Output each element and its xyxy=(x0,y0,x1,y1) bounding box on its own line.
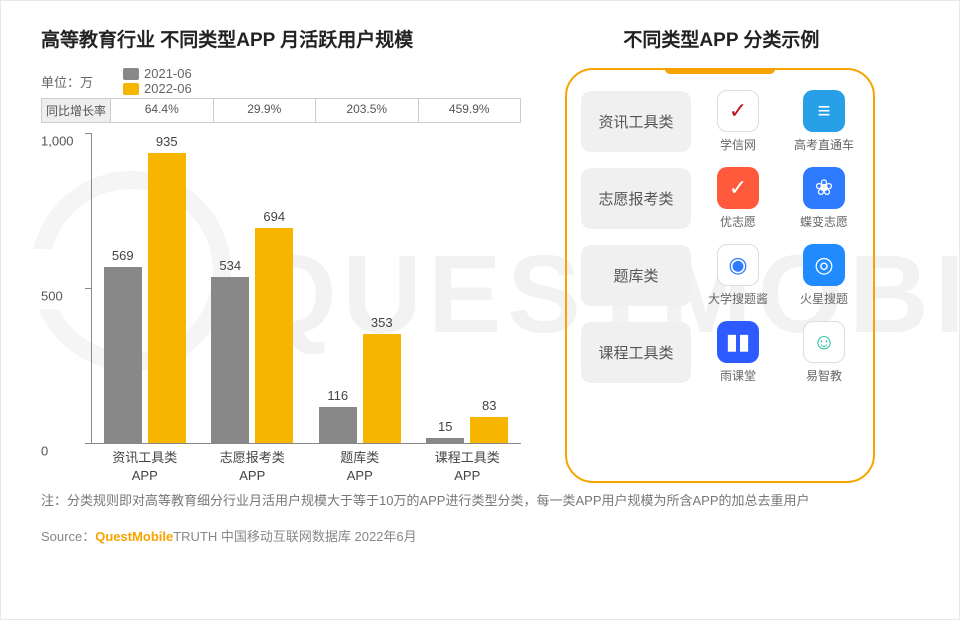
bar-chart: 0 500 1,000 569 935 资讯工具类APP 534 694 志愿报考类APP 11… xyxy=(41,123,521,483)
title-right: 不同类型APP 分类示例 xyxy=(524,25,919,52)
x-category-label: 资讯工具类APP xyxy=(100,443,190,485)
app-item: ◎ 火星搜题 xyxy=(785,244,863,307)
bar-value-label: 83 xyxy=(459,398,519,413)
app-name: 雨课堂 xyxy=(720,367,756,384)
unit-label: 单位：万 xyxy=(41,72,93,91)
phone-notch xyxy=(665,69,775,74)
growth-cell: 64.4% xyxy=(111,98,214,123)
growth-row: 同比增长率64.4%29.9%203.5%459.9% xyxy=(41,98,521,123)
bar xyxy=(470,417,508,443)
legend-label: 2021-06 xyxy=(144,66,192,81)
app-icon: ✓ xyxy=(717,167,759,209)
phone-frame: 资讯工具类 ✓ 学信网 ≡ 高考直通车志愿报考类 ✓ 优志愿 ❀ 蝶变志愿题库类 ◉ 大学搜题酱 ◎ 火… xyxy=(565,68,875,483)
bar-value-label: 116 xyxy=(308,388,368,403)
app-name: 蝶变志愿 xyxy=(800,213,848,230)
app-icon: ☺ xyxy=(803,321,845,363)
footnote: 注：分类规则即对高等教育细分行业月活用户规模大于等于10万的APP进行类型分类，… xyxy=(1,483,959,512)
app-name: 高考直通车 xyxy=(794,136,854,153)
legend-swatch xyxy=(123,68,139,80)
source-rest: TRUTH 中国移动互联网数据库 2022年6月 xyxy=(173,529,416,544)
app-item: ☺ 易智教 xyxy=(785,321,863,384)
source-prefix: Source： xyxy=(41,529,95,544)
app-name: 大学搜题酱 xyxy=(708,290,768,307)
app-name: 优志愿 xyxy=(720,213,756,230)
app-name: 易智教 xyxy=(806,367,842,384)
bar xyxy=(104,267,142,443)
growth-cell: 203.5% xyxy=(316,98,419,123)
category-row: 资讯工具类 ✓ 学信网 ≡ 高考直通车 xyxy=(581,90,859,153)
category-label: 题库类 xyxy=(581,245,691,306)
app-list: ◉ 大学搜题酱 ◎ 火星搜题 xyxy=(699,244,863,307)
bar xyxy=(211,277,249,443)
app-icon: ✓ xyxy=(717,90,759,132)
app-list: ✓ 优志愿 ❀ 蝶变志愿 xyxy=(699,167,863,230)
category-label: 志愿报考类 xyxy=(581,168,691,229)
y-tick-label: 500 xyxy=(41,289,63,304)
bar-value-label: 694 xyxy=(244,209,304,224)
growth-cell: 29.9% xyxy=(214,98,317,123)
y-tick-label: 1,000 xyxy=(41,134,74,149)
app-item: ◉ 大学搜题酱 xyxy=(699,244,777,307)
app-icon: ◎ xyxy=(803,244,845,286)
titles-row: 高等教育行业 不同类型APP 月活跃用户规模 不同类型APP 分类示例 xyxy=(1,1,959,62)
x-category-label: 题库类APP xyxy=(315,443,405,485)
legend-item: 2022-06 xyxy=(123,81,192,96)
x-category-label: 志愿报考类APP xyxy=(207,443,297,485)
app-item: ≡ 高考直通车 xyxy=(785,90,863,153)
app-icon: ≡ xyxy=(803,90,845,132)
growth-cell: 459.9% xyxy=(419,98,522,123)
app-list: ✓ 学信网 ≡ 高考直通车 xyxy=(699,90,863,153)
source-brand: QuestMobile xyxy=(95,529,173,544)
source-line: Source：QuestMobileTRUTH 中国移动互联网数据库 2022年… xyxy=(1,512,959,545)
bar-value-label: 569 xyxy=(93,248,153,263)
category-label: 课程工具类 xyxy=(581,322,691,383)
bar xyxy=(319,407,357,443)
plot-area: 569935资讯工具类APP534694志愿报考类APP116353题库类APP… xyxy=(91,133,521,443)
bar xyxy=(363,334,401,443)
app-name: 学信网 xyxy=(720,136,756,153)
app-icon: ❀ xyxy=(803,167,845,209)
y-tick-label: 0 xyxy=(41,444,48,459)
title-left: 高等教育行业 不同类型APP 月活跃用户规模 xyxy=(41,25,524,52)
bar-value-label: 353 xyxy=(352,315,412,330)
app-item: ▮▮ 雨课堂 xyxy=(699,321,777,384)
bar-value-label: 534 xyxy=(200,258,260,273)
x-category-label: 课程工具类APP xyxy=(422,443,512,485)
bar-value-label: 15 xyxy=(415,419,475,434)
category-row: 志愿报考类 ✓ 优志愿 ❀ 蝶变志愿 xyxy=(581,167,859,230)
app-item: ❀ 蝶变志愿 xyxy=(785,167,863,230)
legend-item: 2021-06 xyxy=(123,66,192,81)
app-name: 火星搜题 xyxy=(800,290,848,307)
chart-panel: 单位：万 2021-062022-06 同比增长率64.4%29.9%203.5… xyxy=(41,62,521,483)
category-row: 题库类 ◉ 大学搜题酱 ◎ 火星搜题 xyxy=(581,244,859,307)
bar xyxy=(148,153,186,443)
growth-label: 同比增长率 xyxy=(41,98,111,123)
bar xyxy=(255,228,293,443)
app-item: ✓ 学信网 xyxy=(699,90,777,153)
app-icon: ◉ xyxy=(717,244,759,286)
legend-swatch xyxy=(123,83,139,95)
bar-value-label: 935 xyxy=(137,134,197,149)
legend-label: 2022-06 xyxy=(144,81,192,96)
category-row: 课程工具类 ▮▮ 雨课堂 ☺ 易智教 xyxy=(581,321,859,384)
app-item: ✓ 优志愿 xyxy=(699,167,777,230)
app-list: ▮▮ 雨课堂 ☺ 易智教 xyxy=(699,321,863,384)
legend-row: 单位：万 2021-062022-06 xyxy=(41,66,521,96)
category-label: 资讯工具类 xyxy=(581,91,691,152)
app-icon: ▮▮ xyxy=(717,321,759,363)
